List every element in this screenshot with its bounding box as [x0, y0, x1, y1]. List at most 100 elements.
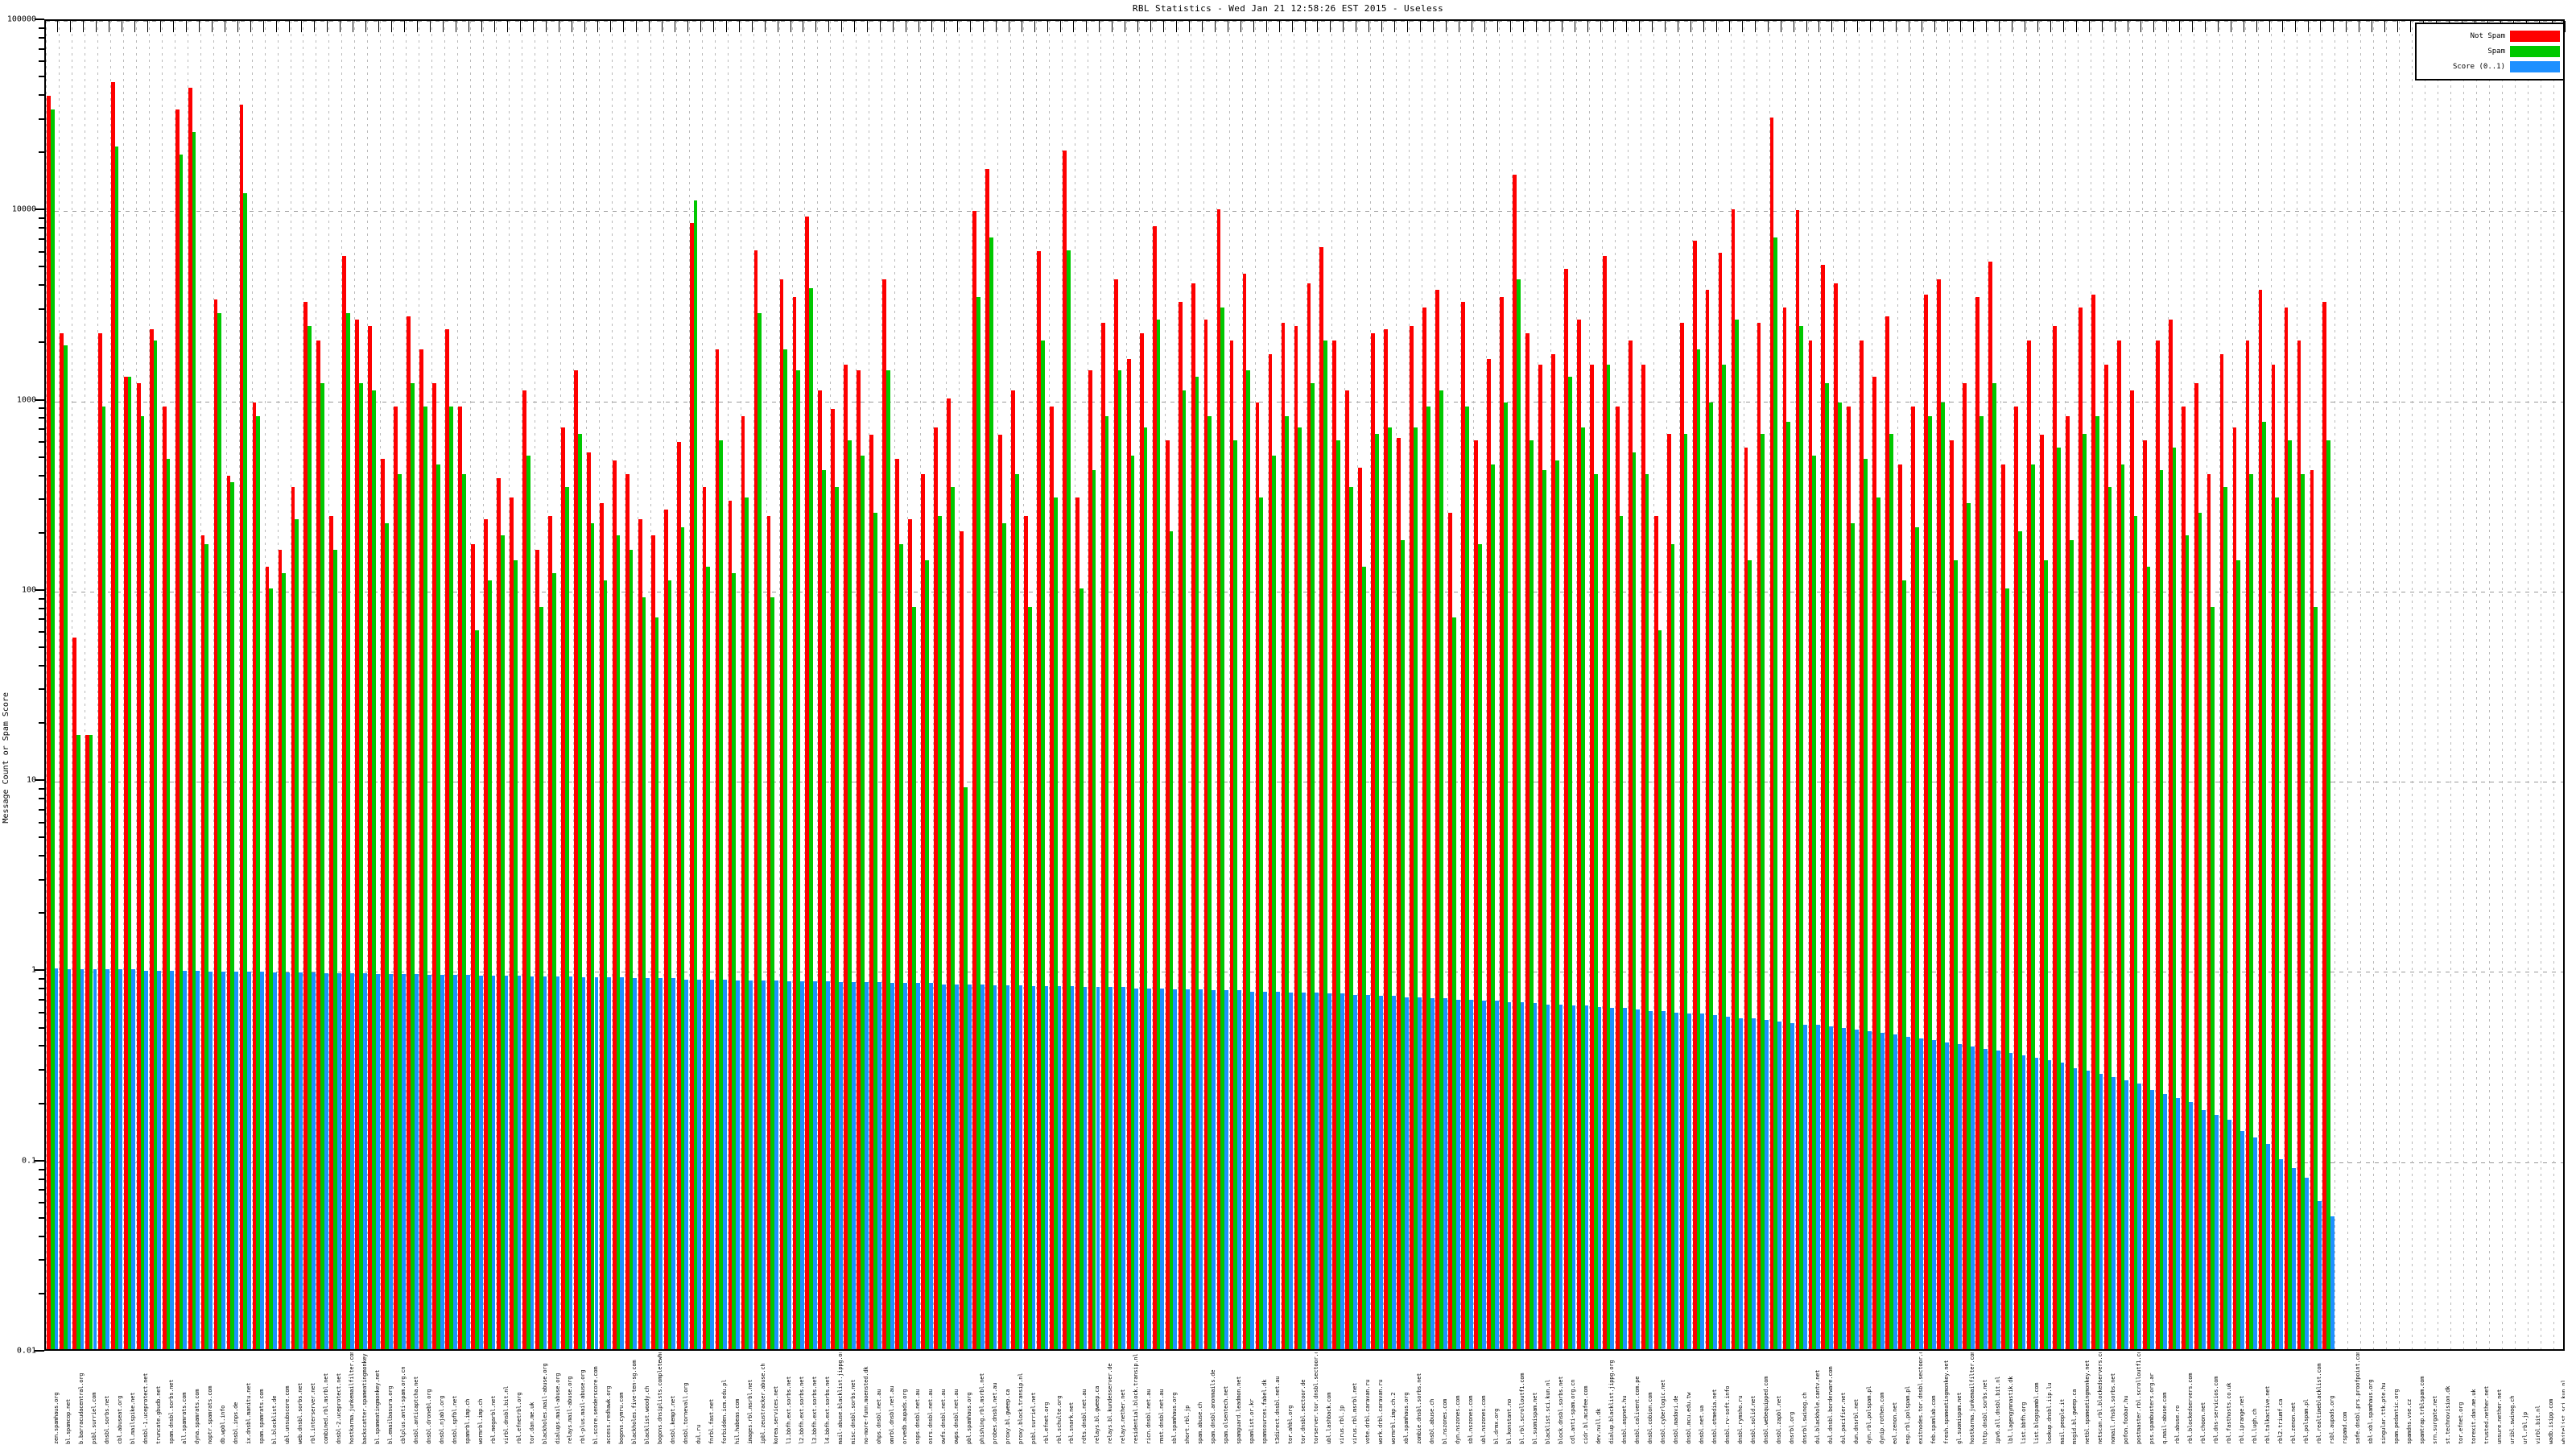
bar-not-spam[interactable]: [1100, 322, 1105, 1349]
bar-group[interactable]: [1975, 21, 1988, 1349]
bar-spam[interactable]: [873, 512, 877, 1349]
bar-not-spam[interactable]: [59, 332, 64, 1349]
bar-not-spam[interactable]: [432, 382, 437, 1349]
bar-group[interactable]: [1486, 21, 1499, 1349]
bar-spam[interactable]: [526, 455, 530, 1349]
bar-score[interactable]: [1597, 1006, 1602, 1349]
bar-score[interactable]: [234, 971, 238, 1349]
bar-not-spam[interactable]: [1203, 319, 1208, 1349]
bar-spam[interactable]: [758, 312, 762, 1349]
legend-item[interactable]: Score (0..1): [2420, 60, 2560, 74]
bar-not-spam[interactable]: [1358, 468, 1363, 1349]
bar-score[interactable]: [2060, 1063, 2065, 1349]
bar-score[interactable]: [401, 973, 406, 1349]
bar-spam[interactable]: [1323, 341, 1328, 1349]
bar-score[interactable]: [1018, 985, 1023, 1349]
bar-spam[interactable]: [1516, 279, 1521, 1349]
bar-not-spam[interactable]: [136, 382, 141, 1349]
bar-group[interactable]: [303, 21, 316, 1349]
bar-group[interactable]: [2194, 21, 2207, 1349]
bar-group[interactable]: [1833, 21, 1846, 1349]
bar-spam[interactable]: [848, 440, 852, 1349]
bar-spam[interactable]: [461, 473, 466, 1349]
bar-spam[interactable]: [1066, 250, 1071, 1349]
bar-not-spam[interactable]: [1126, 359, 1131, 1349]
bar-group[interactable]: [856, 21, 869, 1349]
bar-score[interactable]: [1057, 986, 1062, 1349]
bar-spam[interactable]: [1092, 469, 1096, 1349]
bar-group[interactable]: [2489, 21, 2502, 1349]
bar-spam[interactable]: [398, 473, 402, 1349]
bar-group[interactable]: [1795, 21, 1808, 1349]
bar-score[interactable]: [388, 973, 393, 1349]
bar-group[interactable]: [1936, 21, 1949, 1349]
bar-group[interactable]: [470, 21, 483, 1349]
bar-group[interactable]: [2310, 21, 2322, 1349]
bar-group[interactable]: [483, 21, 496, 1349]
bar-score[interactable]: [208, 971, 213, 1349]
bar-spam[interactable]: [359, 382, 363, 1349]
bar-score[interactable]: [273, 972, 277, 1349]
bar-spam[interactable]: [114, 147, 119, 1349]
bar-score[interactable]: [286, 972, 290, 1349]
bar-spam[interactable]: [1040, 341, 1045, 1349]
bar-spam[interactable]: [667, 580, 672, 1349]
bar-not-spam[interactable]: [676, 441, 681, 1349]
bar-spam[interactable]: [2133, 516, 2138, 1349]
bar-spam[interactable]: [448, 407, 453, 1349]
bar-group[interactable]: [792, 21, 805, 1349]
bar-group[interactable]: [689, 21, 702, 1349]
bar-group[interactable]: [1718, 21, 1731, 1349]
bar-not-spam[interactable]: [1937, 279, 1942, 1349]
bar-group[interactable]: [1139, 21, 1152, 1349]
bar-spam[interactable]: [1864, 458, 1868, 1349]
bar-score[interactable]: [1250, 991, 1254, 1349]
bar-not-spam[interactable]: [1950, 440, 1954, 1349]
bar-not-spam[interactable]: [1152, 226, 1157, 1349]
bar-score[interactable]: [1803, 1024, 1807, 1349]
bar-score[interactable]: [2227, 1120, 2232, 1349]
bar-not-spam[interactable]: [1281, 322, 1286, 1349]
bar-group[interactable]: [985, 21, 997, 1349]
bar-not-spam[interactable]: [960, 530, 964, 1349]
bar-group[interactable]: [1191, 21, 1203, 1349]
bar-group[interactable]: [676, 21, 689, 1349]
bar-group[interactable]: [843, 21, 856, 1349]
bar-spam[interactable]: [140, 416, 145, 1349]
bar-score[interactable]: [967, 984, 972, 1349]
bar-not-spam[interactable]: [535, 549, 539, 1349]
bar-not-spam[interactable]: [2014, 407, 2018, 1349]
bar-spam[interactable]: [1143, 427, 1148, 1349]
bar-group[interactable]: [316, 21, 328, 1349]
bar-spam[interactable]: [2172, 447, 2177, 1349]
bar-score[interactable]: [1623, 1008, 1628, 1349]
bar-score[interactable]: [787, 980, 791, 1349]
bar-spam[interactable]: [204, 544, 209, 1349]
bar-spam[interactable]: [2288, 440, 2293, 1349]
bar-group[interactable]: [522, 21, 535, 1349]
bar-group[interactable]: [638, 21, 650, 1349]
bar-spam[interactable]: [423, 407, 427, 1349]
bar-group[interactable]: [1808, 21, 1821, 1349]
bar-group[interactable]: [1294, 21, 1307, 1349]
bar-score[interactable]: [1957, 1044, 1962, 1349]
bar-group[interactable]: [2091, 21, 2103, 1349]
bar-not-spam[interactable]: [2168, 319, 2173, 1349]
bar-not-spam[interactable]: [2001, 464, 2005, 1349]
bar-spam[interactable]: [822, 469, 827, 1349]
bar-group[interactable]: [728, 21, 741, 1349]
bar-group[interactable]: [367, 21, 380, 1349]
bar-score[interactable]: [2330, 1216, 2334, 1349]
bar-not-spam[interactable]: [149, 329, 154, 1349]
bar-score[interactable]: [633, 978, 638, 1349]
bar-score[interactable]: [1571, 1005, 1576, 1349]
bar-not-spam[interactable]: [663, 509, 668, 1349]
bar-spam[interactable]: [282, 573, 287, 1349]
bar-score[interactable]: [1468, 999, 1473, 1349]
bar-not-spam[interactable]: [2103, 364, 2108, 1349]
bar-not-spam[interactable]: [1410, 325, 1414, 1349]
bar-group[interactable]: [509, 21, 522, 1349]
bar-not-spam[interactable]: [779, 279, 784, 1349]
bar-not-spam[interactable]: [1255, 402, 1260, 1349]
bar-spam[interactable]: [1709, 402, 1714, 1349]
